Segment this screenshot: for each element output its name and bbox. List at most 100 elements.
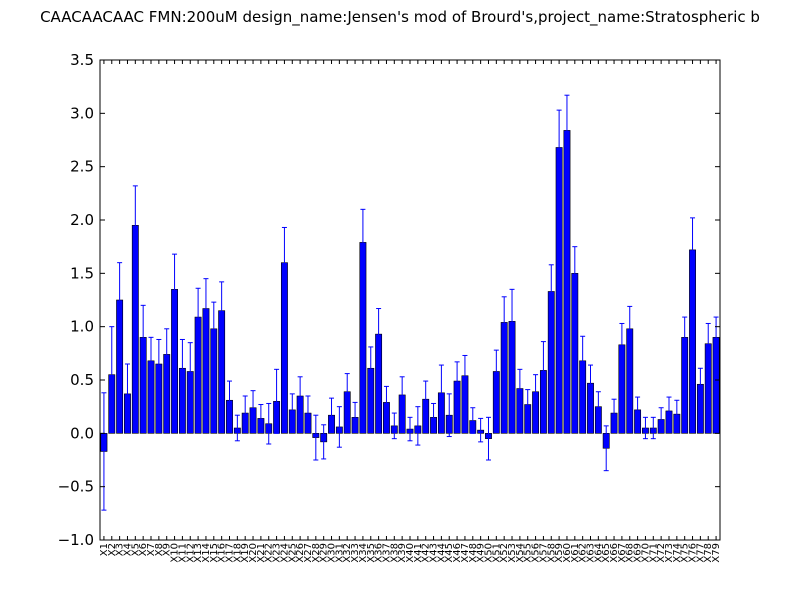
x-tick-label-X26: X26 xyxy=(295,543,306,563)
error-bar-X11 xyxy=(179,338,185,398)
x-tick-label-X34: X34 xyxy=(358,543,369,563)
x-tick-label-X60: X60 xyxy=(562,543,573,563)
error-bar-X4 xyxy=(124,363,130,425)
x-tick-label-X73: X73 xyxy=(664,543,675,563)
y-tick-label: 3.5 xyxy=(70,51,94,69)
error-bar-X49 xyxy=(478,417,484,443)
x-tick-label-X6: X6 xyxy=(138,543,149,556)
x-tick-label-X45: X45 xyxy=(444,543,455,563)
y-tick-label: −0.5 xyxy=(58,478,94,496)
x-tick-label-X68: X68 xyxy=(625,543,636,563)
x-tick-label-X33: X33 xyxy=(350,543,361,563)
x-tick-label-X7: X7 xyxy=(146,543,157,556)
error-bar-X61 xyxy=(572,246,578,301)
error-bar-X20 xyxy=(250,390,256,426)
error-bar-X42 xyxy=(423,380,429,418)
y-tick-label: −1.0 xyxy=(58,531,94,549)
error-bar-X13 xyxy=(195,287,201,347)
error-bar-X78 xyxy=(705,322,711,365)
x-tick-label-X17: X17 xyxy=(224,543,235,563)
x-tick-label-X72: X72 xyxy=(656,543,667,563)
error-bar-X53 xyxy=(509,288,515,354)
x-tick-label-X31: X31 xyxy=(334,543,345,563)
x-tick-label-X38: X38 xyxy=(389,543,400,563)
x-tick-label-X78: X78 xyxy=(703,543,714,563)
x-tick-label-X59: X59 xyxy=(554,543,565,563)
error-bar-X55 xyxy=(525,389,531,420)
error-bar-X12 xyxy=(187,342,193,401)
x-tick-label-X2: X2 xyxy=(107,543,118,556)
error-bar-X35 xyxy=(368,346,374,391)
error-bar-X22 xyxy=(266,402,272,445)
error-bar-X27 xyxy=(305,395,311,431)
x-tick-label-X27: X27 xyxy=(303,543,314,563)
error-bar-X28 xyxy=(313,414,319,461)
x-tick-label-X36: X36 xyxy=(374,543,385,563)
error-bar-X8 xyxy=(156,338,162,390)
x-tick-label-X66: X66 xyxy=(609,543,620,563)
error-bar-X79 xyxy=(713,316,719,359)
error-bars-layer xyxy=(101,94,719,511)
bar-X60 xyxy=(563,130,571,434)
error-bar-X60 xyxy=(564,94,570,167)
x-tick-label-X64: X64 xyxy=(593,543,604,563)
x-tick-label-X63: X63 xyxy=(586,543,597,563)
x-tick-label-X44: X44 xyxy=(436,543,447,563)
x-tick-label-X69: X69 xyxy=(633,543,644,563)
error-bar-X6 xyxy=(140,304,146,370)
error-bar-X10 xyxy=(172,253,178,326)
x-tick-label-X76: X76 xyxy=(688,543,699,563)
x-tick-label-X25: X25 xyxy=(287,543,298,563)
y-axis: −1.0 −0.5 0.0 0.5 1.0 1.5 2.0 2.5 3.0 3.5 xyxy=(58,51,720,549)
error-bar-X54 xyxy=(517,368,523,409)
x-tick-label-X42: X42 xyxy=(421,543,432,563)
x-tick-label-X50: X50 xyxy=(483,543,494,563)
error-bar-X58 xyxy=(548,264,554,319)
error-bar-X68 xyxy=(627,305,633,352)
error-bar-X26 xyxy=(297,376,303,416)
x-tick-label-X22: X22 xyxy=(264,543,275,563)
x-tick-label-X10: X10 xyxy=(170,543,181,563)
y-tick-label: 3.0 xyxy=(70,104,94,122)
error-bar-X50 xyxy=(485,416,491,461)
x-tick-label-X3: X3 xyxy=(115,543,126,556)
x-tick-label-X23: X23 xyxy=(272,543,283,563)
x-tick-label-X74: X74 xyxy=(672,543,683,563)
error-bar-X30 xyxy=(329,397,335,433)
error-bar-X16 xyxy=(219,281,225,340)
x-tick-label-X48: X48 xyxy=(468,543,479,563)
x-tick-label-X4: X4 xyxy=(122,543,133,556)
bars-layer xyxy=(100,130,720,452)
x-tick-label-X14: X14 xyxy=(201,543,212,563)
error-bar-X70 xyxy=(642,416,648,440)
x-tick-label-X18: X18 xyxy=(232,543,243,563)
error-bar-X23 xyxy=(274,368,280,434)
error-bar-X15 xyxy=(211,301,217,356)
error-bar-X36 xyxy=(376,308,382,361)
y-tick-label: 1.0 xyxy=(70,318,94,336)
error-bar-X51 xyxy=(493,349,499,394)
x-tick-label-X57: X57 xyxy=(538,543,549,563)
x-tick-label-X62: X62 xyxy=(578,543,589,563)
x-tick-label-X49: X49 xyxy=(476,543,487,563)
error-bar-X44 xyxy=(438,364,444,422)
x-tick-label-X46: X46 xyxy=(452,543,463,563)
x-tick-label-X71: X71 xyxy=(648,543,659,563)
error-bar-X66 xyxy=(611,398,617,428)
error-bar-X24 xyxy=(281,226,287,299)
error-bar-X77 xyxy=(697,367,703,401)
error-bar-X63 xyxy=(588,364,594,402)
error-bar-X7 xyxy=(148,336,154,385)
error-bar-X73 xyxy=(666,396,672,426)
error-bar-X71 xyxy=(650,416,656,440)
x-tick-label-X54: X54 xyxy=(515,543,526,563)
y-tick-label: 0.0 xyxy=(70,424,94,442)
error-bar-X46 xyxy=(454,361,460,401)
error-bar-X56 xyxy=(533,374,539,410)
x-tick-label-X13: X13 xyxy=(193,543,204,563)
x-tick-label-X56: X56 xyxy=(531,543,542,563)
error-bar-X74 xyxy=(674,399,680,429)
x-tick-label-X28: X28 xyxy=(311,543,322,563)
x-tick-label-X43: X43 xyxy=(429,543,440,563)
